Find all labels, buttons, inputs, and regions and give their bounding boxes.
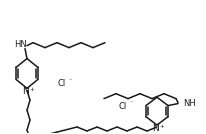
Text: +: +: [159, 124, 164, 129]
Text: ⁻: ⁻: [68, 79, 71, 84]
Text: N: N: [22, 87, 29, 96]
Text: ⁻: ⁻: [129, 102, 132, 107]
Text: N: N: [152, 124, 159, 133]
Text: NH: NH: [182, 99, 195, 108]
Text: Cl: Cl: [118, 102, 126, 111]
Text: HN: HN: [15, 40, 27, 49]
Text: +: +: [29, 87, 34, 92]
Text: Cl: Cl: [58, 79, 66, 88]
